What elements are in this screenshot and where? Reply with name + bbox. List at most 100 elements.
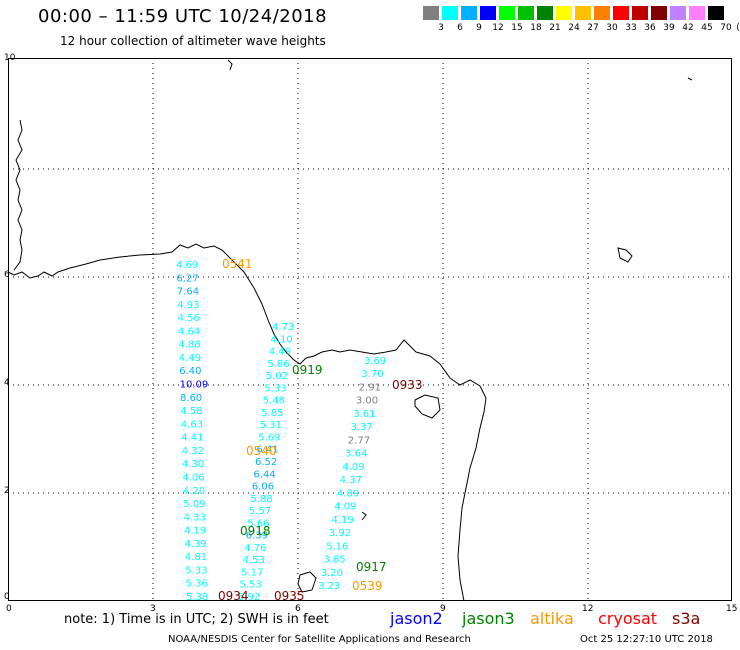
scale-label: 12 [492,23,504,33]
track2-swh-label: 6.44 [254,469,276,480]
track1-swh-label: 8.60 [180,393,202,404]
track3-swh-label: 4.37 [340,475,362,486]
track2-swh-label: 5.86 [267,359,289,370]
track1-swh-label: 4.39 [184,539,206,550]
credit: NOAA/NESDIS Center for Satellite Applica… [168,634,471,645]
track2-swh-label: 4.76 [244,543,266,554]
track2-swh-label: 5.66 [247,518,269,529]
track3-swh-label: 2.77 [348,435,370,446]
track1-swh-label: 4.93 [177,300,199,311]
track1-swh-label: 5.38 [186,592,208,603]
scale-swatch [423,6,439,20]
scale-swatch [556,6,572,20]
track1-swh-label: 4.30 [182,459,204,470]
scale-label: 24 [568,23,580,33]
track1-swh-label: 5.09 [183,499,205,510]
x-tick-6: 6 [295,604,301,614]
legend-jason3: jason3 [462,609,515,628]
y-tick-6: 6 [4,270,10,280]
scale-swatch [670,6,686,20]
pass-time-label: 0935 [274,589,305,603]
track2-swh-label: 5.17 [241,568,263,579]
legend-s3a: s3a [672,609,701,628]
track1-swh-label: 4.32 [182,446,204,457]
pass-time-label: 0933 [392,378,423,392]
scale-label: 42 [682,23,694,33]
track3-swh-label: 4.19 [332,515,354,526]
track2-swh-label: 5.48 [263,396,285,407]
track1-swh-label: 5.36 [186,579,208,590]
track2-swh-label: 6.06 [252,482,274,493]
track2-swh-label: 5.57 [249,506,271,517]
track1-swh-label: 4.19 [184,526,206,537]
track2-swh-label: 5.69 [258,433,280,444]
map-title: 00:00 – 11:59 UTC 10/24/2018 [38,6,328,27]
pass-time-label: 0539 [352,579,383,593]
track2-swh-label: 5.88 [250,494,272,505]
y-tick-0: 0 [4,592,10,602]
y-tick-10: 10 [4,53,16,63]
scale-label: 15 [511,23,523,33]
pass-time-label: 0919 [292,363,323,377]
track2-swh-label: 6.52 [255,457,277,468]
pass-time-label: 0918 [240,524,271,538]
track1-swh-label: 4.58 [180,406,202,417]
scale-label: 6 [457,23,463,33]
scale-swatch [575,6,591,20]
timestamp: Oct 25 12:27:10 UTC 2018 [580,634,713,645]
track1-swh-label: 6.27 [176,273,198,284]
track3-swh-label: 3.37 [351,422,373,433]
track2-swh-label: 6.39 [246,531,268,542]
scale-label: 3 [438,23,444,33]
track2-swh-label: 5.33 [264,383,286,394]
scale-label: 21 [549,23,561,33]
track3-swh-label: 3.00 [356,396,378,407]
scale-label: 36 [644,23,656,33]
footnote: note: 1) Time is in UTC; 2) SWH is in fe… [64,612,329,627]
track1-swh-label: 4.49 [179,353,201,364]
track1-swh-label: 4.81 [185,552,207,563]
track2-swh-label: 6.41 [257,445,279,456]
pass-time-label: 0541 [222,257,253,271]
track2-swh-label: 5.85 [261,408,283,419]
track3-swh-label: 4.89 [337,488,359,499]
track3-swh-label: 3.61 [353,409,375,420]
x-tick-12: 12 [582,604,594,614]
x-tick-15: 15 [726,604,738,614]
track1-swh-label: 4.88 [178,340,200,351]
scale-swatch [689,6,705,20]
track3-swh-label: 3.20 [321,568,343,579]
pass-time-label: 0917 [356,560,387,574]
x-tick-3: 3 [150,604,156,614]
scale-swatch [461,6,477,20]
scale-swatch [480,6,496,20]
track1-swh-label: 4.41 [181,433,203,444]
scale-unit: (ft) [736,23,740,33]
scale-label: 70 [720,23,732,33]
y-tick-2: 2 [4,486,10,496]
track1-swh-label: 4.06 [182,473,204,484]
track2-swh-label: 5.53 [240,580,262,591]
scale-label: 18 [530,23,542,33]
track1-swh-label: 4.33 [184,512,206,523]
track1-swh-label: 5.33 [185,565,207,576]
track3-swh-label: 2.91 [359,383,381,394]
track2-swh-label: 5.02 [266,371,288,382]
x-tick-9: 9 [440,604,446,614]
scale-label: 9 [476,23,482,33]
track3-swh-label: 3.70 [361,369,383,380]
track3-swh-label: 3.92 [329,528,351,539]
track1-swh-label: 4.63 [181,419,203,430]
x-tick-0: 0 [6,604,12,614]
track1-swh-label: 4.20 [183,486,205,497]
track3-swh-label: 3.64 [345,449,367,460]
scale-swatch [708,6,724,20]
track2-swh-label: 4.10 [271,334,293,345]
track1-swh-label: 10.09 [180,380,209,391]
track3-swh-label: 4.09 [342,462,364,473]
track1-swh-label: 4.56 [178,313,200,324]
track3-swh-label: 5.16 [326,541,348,552]
scale-label: 45 [701,23,713,33]
scale-swatch [651,6,667,20]
